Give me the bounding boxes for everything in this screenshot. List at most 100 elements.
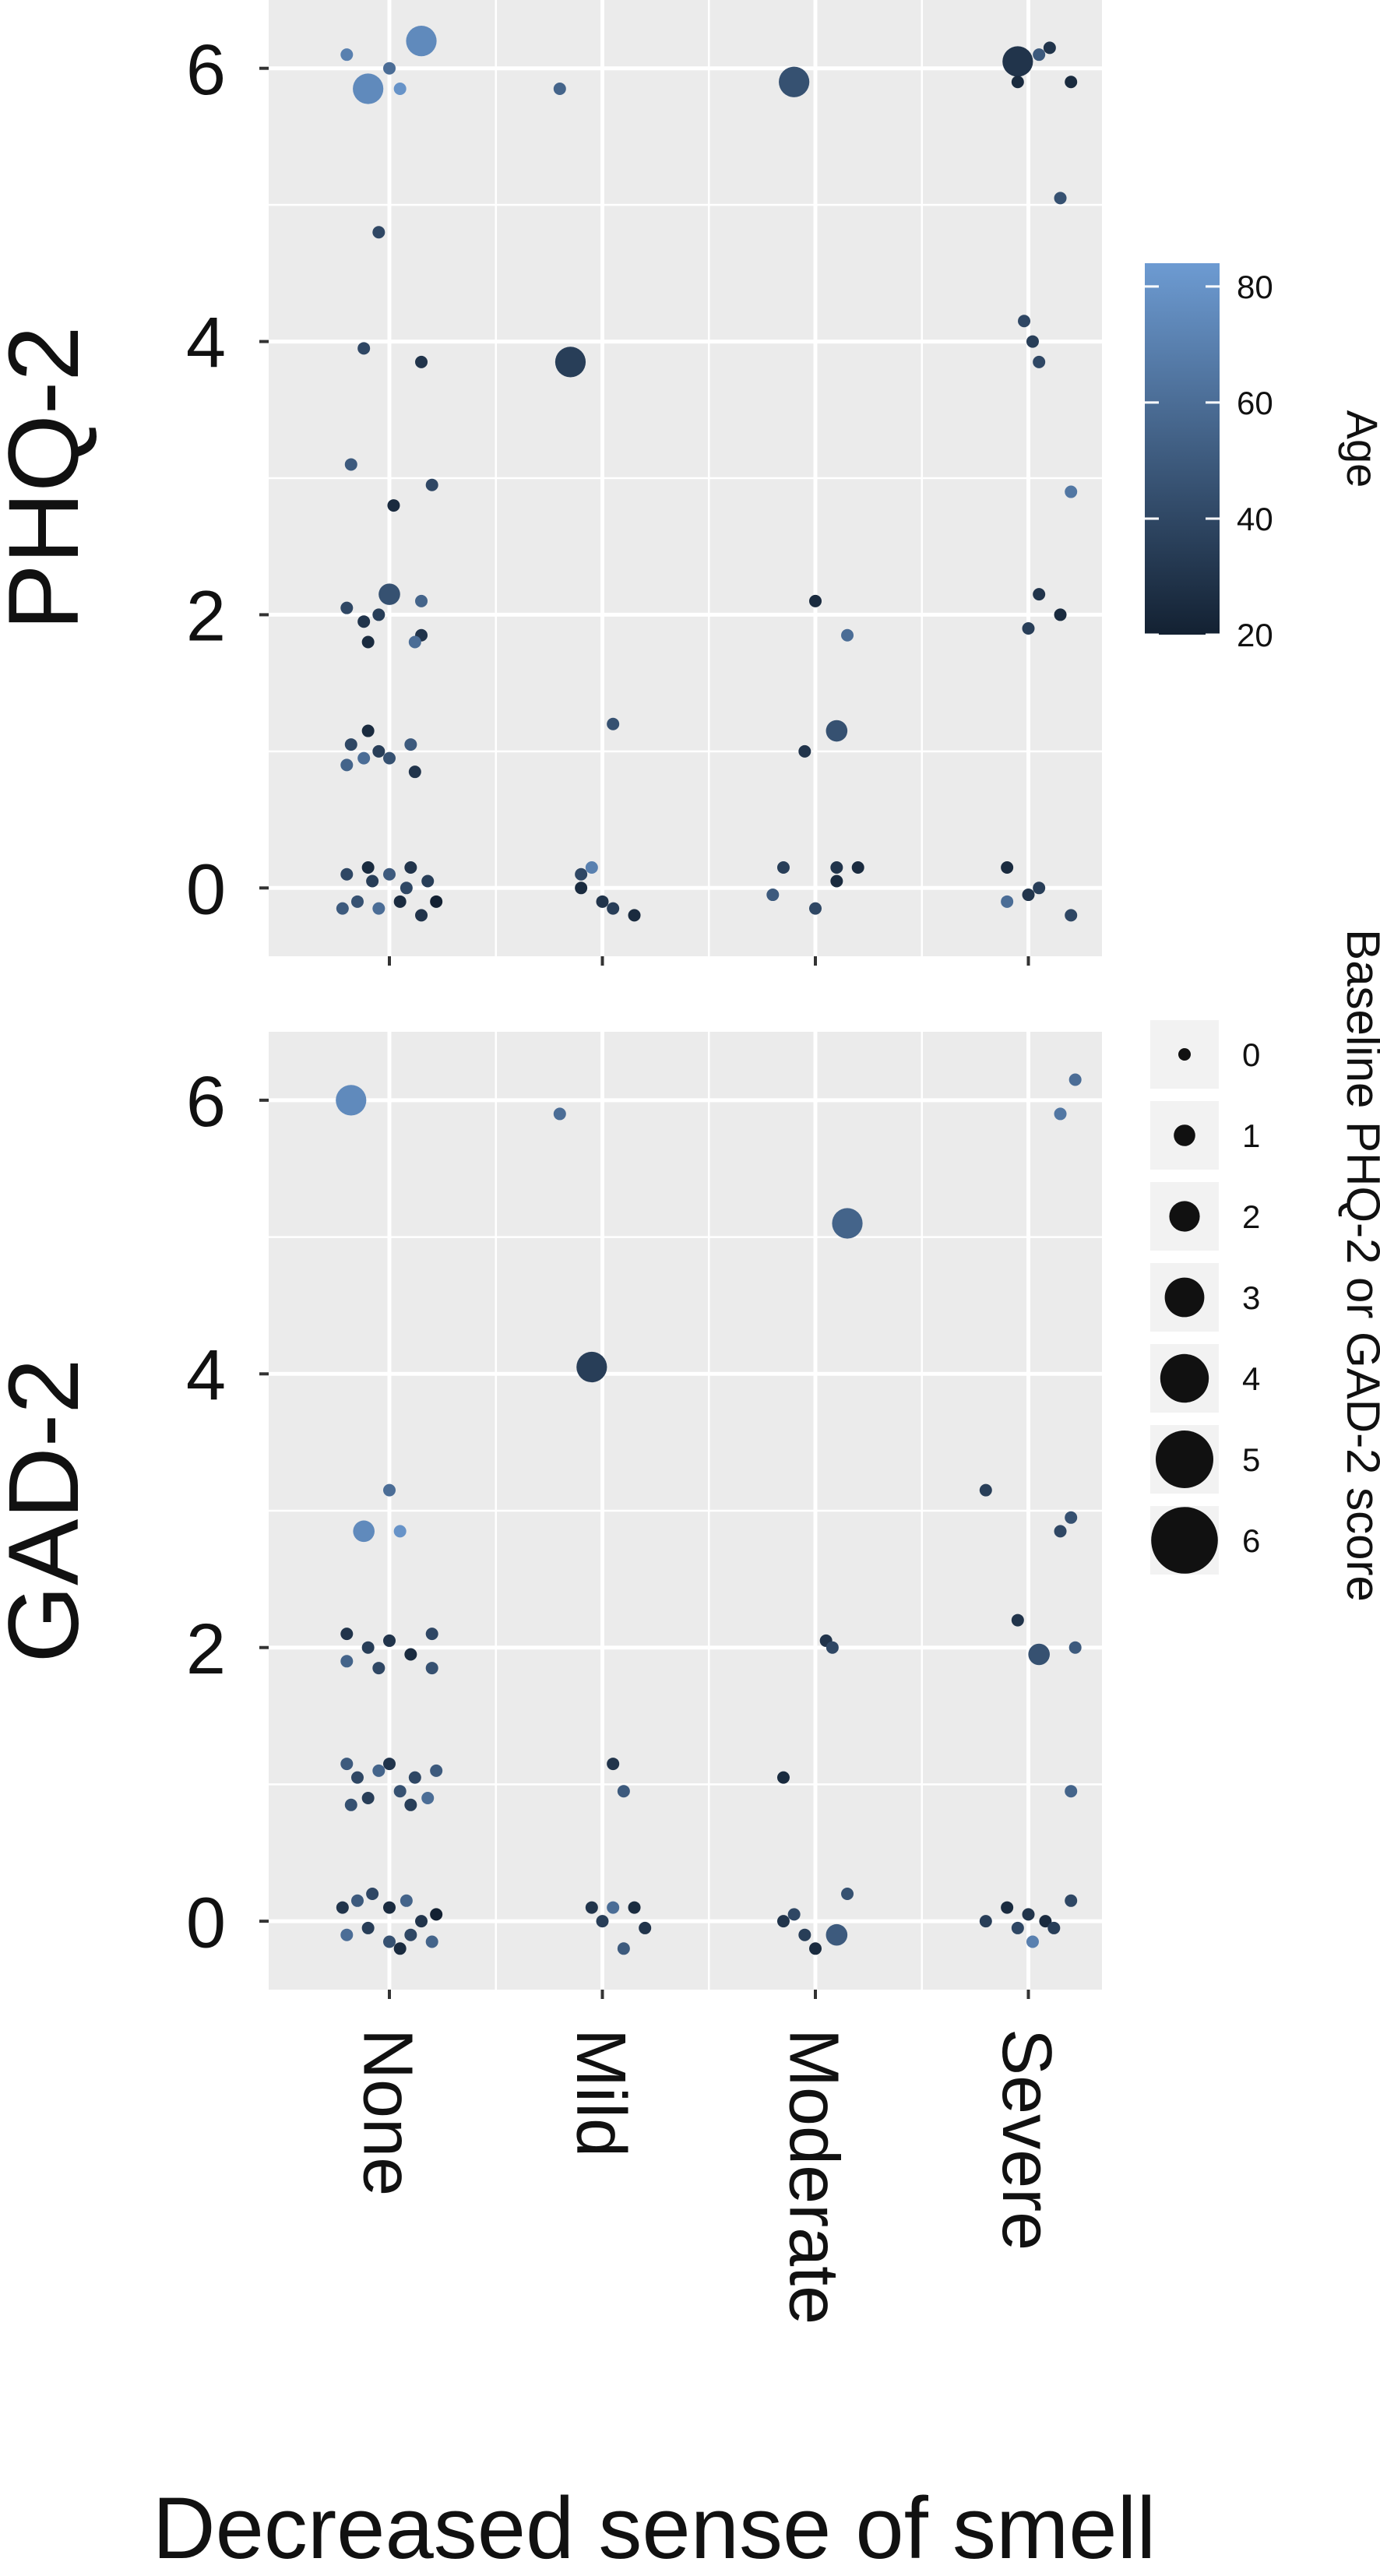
data-point [1011, 1921, 1024, 1934]
data-point [415, 594, 428, 607]
x-axis-title: Decreased sense of smell [153, 2479, 1156, 2576]
data-point [1065, 1511, 1078, 1524]
size-legend-point [1160, 1353, 1209, 1403]
data-point [798, 744, 811, 758]
gridlines [269, 1032, 1102, 1990]
data-point [1026, 335, 1039, 348]
data-point [357, 751, 371, 765]
data-point [383, 1483, 396, 1497]
data-point [554, 347, 586, 378]
y-axis: 0 2 4 6 [186, 30, 269, 929]
data-point [1065, 1785, 1078, 1798]
data-point [628, 909, 641, 922]
data-point [425, 478, 438, 491]
size-legend-point [1169, 1201, 1200, 1232]
y-axis-title-gad2: GAD-2 [0, 1358, 100, 1663]
data-point [344, 738, 357, 751]
data-point [387, 499, 400, 512]
data-point [404, 1648, 417, 1661]
data-point [336, 902, 349, 915]
data-point [372, 744, 385, 758]
x-category-label: Moderate [775, 2029, 853, 2324]
data-point [1002, 46, 1033, 77]
data-point [776, 860, 790, 874]
data-point [596, 895, 609, 908]
facet-phq2: 0 2 4 6 PHQ-2 [0, 0, 1102, 966]
data-point [425, 1935, 438, 1948]
data-point [1001, 860, 1014, 874]
data-point [361, 1641, 375, 1654]
size-legend-title: Baseline PHQ-2 or GAD-2 score [1337, 929, 1380, 1602]
data-point [383, 1901, 396, 1914]
data-point [830, 875, 843, 888]
data-point [826, 1923, 848, 1946]
data-point [1065, 1894, 1078, 1907]
data-point [404, 1798, 417, 1811]
data-point [841, 628, 854, 642]
data-point [1054, 1107, 1067, 1121]
data-point [406, 26, 437, 57]
data-point [766, 889, 780, 902]
data-point [607, 717, 620, 730]
gridlines [269, 0, 1102, 956]
data-point [336, 1901, 349, 1914]
data-point [340, 1655, 354, 1668]
data-point [425, 1628, 438, 1641]
age-color-legend: 20 40 60 80 Age [1145, 263, 1380, 653]
data-point [393, 83, 407, 96]
data-point [1033, 48, 1046, 62]
points [336, 26, 1078, 922]
data-point [430, 895, 443, 908]
data-point [344, 458, 357, 471]
data-point [1068, 1073, 1082, 1086]
data-point [1065, 909, 1078, 922]
data-point [393, 1525, 407, 1538]
data-point [383, 1935, 396, 1948]
size-legend-label: 1 [1242, 1117, 1260, 1154]
data-point [607, 902, 620, 915]
data-point [787, 1908, 801, 1921]
data-point [779, 66, 810, 97]
data-point [607, 1901, 620, 1914]
x-category-labels: None Mild Moderate Severe [349, 2029, 1065, 2324]
data-point [336, 1085, 367, 1116]
data-point [425, 1662, 438, 1675]
data-point [378, 583, 400, 605]
data-point [553, 1107, 566, 1121]
data-point [361, 860, 375, 874]
data-point [404, 1928, 417, 1941]
data-point [1065, 76, 1078, 89]
age-colorbar-label: 40 [1237, 501, 1273, 537]
data-point [1011, 1614, 1024, 1627]
data-point [776, 1771, 790, 1784]
data-point [357, 342, 371, 355]
data-point [361, 635, 375, 649]
data-point [585, 1901, 598, 1914]
size-legend-key [1147, 1017, 1222, 1092]
data-point [372, 1764, 385, 1777]
y-tick-label: 2 [186, 577, 226, 656]
data-point [383, 62, 396, 75]
data-point [1033, 588, 1046, 601]
data-point [1001, 895, 1014, 908]
data-point [408, 765, 421, 779]
data-point [393, 1942, 407, 1955]
data-point [383, 751, 396, 765]
size-legend-keys: 0 1 2 3 4 5 6 [1147, 1017, 1260, 1578]
data-point [340, 758, 354, 772]
x-category-label: None [349, 2029, 427, 2196]
data-point [340, 1928, 354, 1941]
age-legend-title: Age [1338, 410, 1380, 488]
data-point [1054, 608, 1067, 621]
y-tick-label: 4 [186, 1336, 226, 1415]
data-point [393, 1785, 407, 1798]
y-axis-title-phq2: PHQ-2 [0, 326, 100, 630]
x-axis-ticks [388, 1990, 1030, 1999]
y-tick-label: 0 [186, 1883, 226, 1962]
data-point [415, 1915, 428, 1928]
data-point [404, 738, 417, 751]
data-point [617, 1942, 630, 1955]
y-tick-label: 6 [186, 1062, 226, 1142]
data-point [340, 867, 354, 881]
y-tick-label: 0 [186, 850, 226, 929]
